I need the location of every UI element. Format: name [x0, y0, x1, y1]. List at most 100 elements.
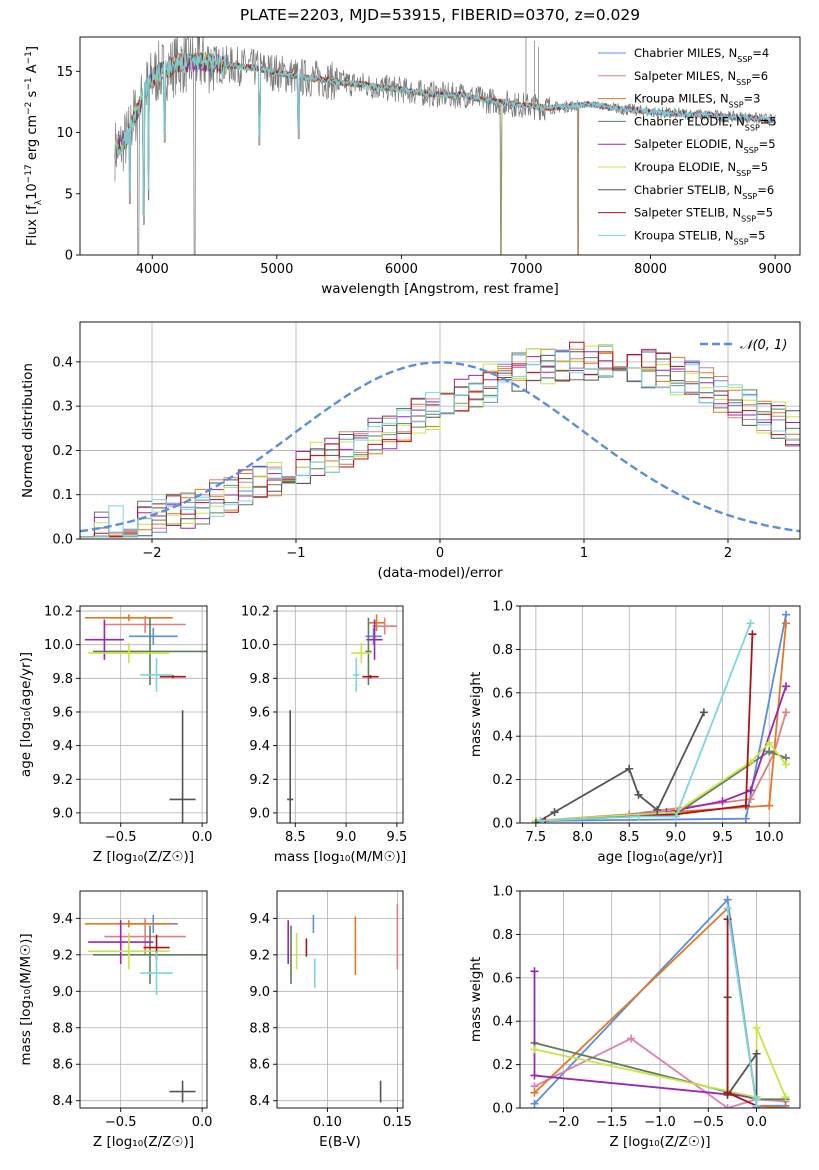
plus-marker: [625, 764, 634, 773]
y-tick-label: 9.6: [249, 705, 270, 720]
x-tick-label: 0.0: [192, 830, 213, 845]
x-tick-label: −1.0: [644, 1115, 676, 1130]
x-tick-label: 8.5: [285, 830, 306, 845]
x-tick-label: 7000: [509, 262, 542, 277]
y-tick-label: 0.0: [492, 817, 513, 832]
y-tick-label: 9.0: [52, 985, 73, 1000]
x-axis-label: Z [log₁₀(Z/Z☉)]: [93, 1134, 194, 1150]
plot-content: [530, 895, 790, 1108]
x-tick-label: 9.0: [666, 830, 687, 845]
y-tick-label: 0: [65, 249, 73, 264]
axes-frame: [79, 605, 208, 824]
y-label-part: ]: [25, 46, 40, 51]
x-axis-label: (data-model)/error: [377, 565, 503, 581]
plus-marker: [782, 682, 790, 691]
x-axis-label: Z [log₁₀(Z/Z☉)]: [609, 1134, 710, 1150]
x-tick-label: −2: [142, 546, 161, 561]
y-tick-label: 0.2: [52, 444, 73, 459]
plus-marker: [550, 808, 559, 817]
legend-suffix: =4: [752, 46, 769, 60]
plus-marker: [782, 708, 790, 717]
y-tick-label: 0.8: [492, 643, 513, 658]
plus-marker: [746, 786, 755, 795]
legend-text: Kroupa MILES, N: [634, 92, 729, 106]
plus-marker: [782, 760, 790, 769]
x-axis-label: Z [log₁₀(Z/Z☉)]: [93, 849, 194, 865]
series-line-salpeter-elodie: [533, 971, 758, 1108]
histogram-step-kroupa-stelib: [80, 349, 800, 538]
plus-marker: [530, 967, 539, 976]
x-tick-label: 9.0: [336, 830, 357, 845]
plot-mass_vs_Z: −0.5 0.0 8.4 8.6 8.8 9.0 9.2 9.4 Z [log₁₀(Z/Z☉)]…: [18, 890, 212, 1150]
y-tick-label: 9.4: [52, 912, 73, 927]
legend-label: Kroupa STELIB, NSSP=5: [634, 228, 765, 246]
series-line-kroupa-stelib: [540, 623, 752, 822]
x-tick-label: 6000: [385, 262, 418, 277]
legend-sub: SSP: [736, 77, 751, 86]
plus-marker: [530, 1088, 539, 1097]
gaussian-curve: [80, 361, 800, 533]
plus-marker: [752, 1049, 761, 1058]
legend-sub: SSP: [736, 169, 751, 178]
plus-marker: [782, 610, 790, 619]
y-axis-label: age [log₁₀(age/yr)]: [18, 652, 34, 777]
legend-text: Chabrier STELIB, N: [634, 183, 742, 197]
y-tick-label: 0.6: [492, 686, 513, 701]
x-tick-label: 7.5: [526, 830, 547, 845]
legend-sub: SSP: [742, 191, 757, 200]
x-tick-label: 9000: [759, 262, 792, 277]
y-tick-label: 0.4: [492, 1015, 513, 1030]
y-axis-label: Flux [fλ10−17 erg cm−2 s−1 A−1]: [24, 46, 44, 246]
plus-marker: [531, 819, 540, 823]
y-tick-label: 0.6: [492, 971, 513, 986]
legend-label: Salpeter STELIB, NSSP=5: [634, 206, 773, 224]
legend-label: Kroupa ELODIE, NSSP=5: [634, 160, 768, 178]
legend-suffix: =5: [756, 206, 773, 220]
plot-content: [80, 341, 800, 538]
legend-label: Kroupa MILES, NSSP=3: [634, 92, 760, 110]
x-tick-label: 0.15: [383, 1115, 412, 1130]
y-tick-label: 9.4: [249, 912, 270, 927]
x-tick-label: 8000: [634, 262, 667, 277]
legend-label: Chabrier STELIB, NSSP=6: [634, 183, 774, 201]
y-axis-label: mass [log₁₀(M/M☉)]: [18, 933, 34, 1065]
y-tick-label: 9.4: [249, 739, 270, 754]
legend-sub: SSP: [734, 237, 749, 246]
plus-marker: [741, 814, 750, 823]
legend-text: Kroupa ELODIE, N: [634, 160, 736, 174]
plus-marker: [723, 895, 732, 904]
legend-sub: SSP: [737, 55, 752, 64]
plus-marker: [765, 801, 774, 810]
legend-suffix: =3: [744, 92, 761, 106]
y-label-part: −2: [24, 102, 34, 115]
y-tick-label: 9.2: [249, 773, 270, 788]
y-tick-label: 8.8: [249, 1021, 270, 1036]
plus-marker: [671, 812, 680, 821]
y-tick-label: 9.0: [52, 806, 73, 821]
plus-marker: [723, 1088, 732, 1097]
y-tick-label: 0.8: [492, 928, 513, 943]
y-axis-label: Normed distribution: [20, 363, 36, 498]
y-tick-label: 0.1: [52, 488, 73, 503]
y-tick-label: 9.8: [52, 672, 73, 687]
y-tick-label: 10: [56, 126, 73, 141]
legend-suffix: =5: [760, 114, 777, 128]
plus-marker: [634, 812, 643, 821]
plus-marker: [781, 1093, 790, 1102]
histogram-step-chabrier-stelib: [80, 351, 800, 538]
y-tick-label: 0.2: [492, 1058, 513, 1073]
plus-marker: [765, 738, 774, 747]
x-tick-label: 0.10: [313, 1115, 342, 1130]
y-axis-label: mass weight: [468, 957, 484, 1042]
plus-marker: [752, 1023, 761, 1032]
y-tick-label: 9.0: [249, 985, 270, 1000]
y-tick-label: 0.0: [492, 1102, 513, 1117]
x-tick-label: −0.5: [105, 830, 137, 845]
x-tick-label: 2: [724, 546, 732, 561]
x-tick-label: −1.5: [596, 1115, 628, 1130]
figure-title: PLATE=2203, MJD=53915, FIBERID=0370, z=0…: [239, 6, 641, 24]
legend-label: 𝒩(0, 1): [740, 338, 787, 353]
plus-marker: [723, 915, 732, 924]
y-tick-label: 9.6: [52, 705, 73, 720]
